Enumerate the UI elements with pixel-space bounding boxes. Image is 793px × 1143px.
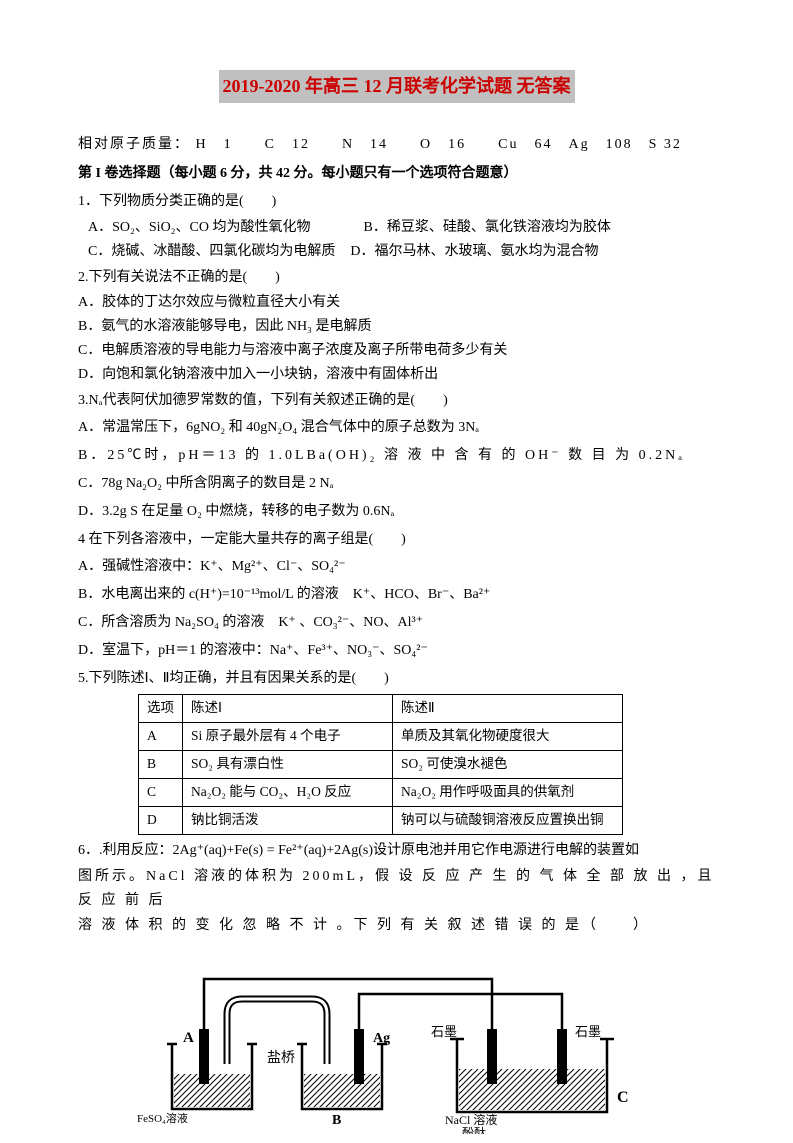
table-row: A Si 原子最外层有 4 个电子 单质及其氧化物硬度很大: [139, 723, 623, 751]
q5-table: 选项 陈述Ⅰ 陈述Ⅱ A Si 原子最外层有 4 个电子 单质及其氧化物硬度很大…: [138, 694, 623, 835]
question-5-stem: 5.下列陈述Ⅰ、Ⅱ均正确，并且有因果关系的是( ): [78, 667, 715, 691]
table-header-statement2: 陈述Ⅱ: [393, 695, 623, 723]
atomic-mass-line: 相对原子质量： H 1 C 12 N 14 O 16 Cu 64 Ag 108 …: [78, 133, 715, 157]
q4-option-a: A．强碱性溶液中：K⁺、Mg²⁺、Cl⁻、SO₄²⁻: [78, 555, 715, 579]
table-header-statement1: 陈述Ⅰ: [183, 695, 393, 723]
label-phenol: 酚酞: [462, 1125, 486, 1134]
cell: 单质及其氧化物硬度很大: [393, 723, 623, 751]
label-graphite-2: 石墨: [575, 1024, 601, 1039]
diagram-svg: A FeSO₄溶液 盐桥 Ag B 石墨 石墨 C NaCl 溶液 酚酞: [117, 944, 677, 1134]
cell: SO₂ 具有漂白性: [183, 751, 393, 779]
cell: B: [139, 751, 183, 779]
cell: A: [139, 723, 183, 751]
label-salt-bridge: 盐桥: [267, 1050, 295, 1066]
page-title: 2019-2020 年高三 12 月联考化学试题 无答案: [219, 70, 575, 103]
cell: Na₂O₂ 用作呼吸面具的供氧剂: [393, 779, 623, 807]
q2-option-c: C．电解质溶液的导电能力与溶液中离子浓度及离子所带电荷多少有关: [78, 339, 715, 363]
cell: C: [139, 779, 183, 807]
q3-option-b: B．25℃时，pH＝13 的 1.0LBa(OH)₂ 溶 液 中 含 有 的 O…: [78, 444, 715, 468]
q1-option-d: D．福尔马林、水玻璃、氨水均为混合物: [350, 244, 598, 259]
atomic-mass-label: 相对原子质量：: [78, 137, 190, 152]
q4-option-d: D．室温下，pH＝1 的溶液中：Na⁺、Fe³⁺、NO₃⁻、SO₄²⁻: [78, 639, 715, 663]
table-header-option: 选项: [139, 695, 183, 723]
q2-option-b: B．氨气的水溶液能够导电，因此 NH₃ 是电解质: [78, 315, 715, 339]
label-a: A: [183, 1030, 194, 1046]
electrolysis-diagram: A FeSO₄溶液 盐桥 Ag B 石墨 石墨 C NaCl 溶液 酚酞: [78, 944, 715, 1143]
cell: D: [139, 807, 183, 835]
cell: SO₂ 可使溴水褪色: [393, 751, 623, 779]
question-6-line2: 图所示。NaCl 溶液的体积为 200mL，假 设 反 应 产 生 的 气 体 …: [78, 865, 715, 913]
q1-option-c: C．烧碱、冰醋酸、四氯化碳均为电解质: [88, 244, 335, 259]
question-6-line1: 6．.利用反应：2Ag⁺(aq)+Fe(s) = Fe²⁺(aq)+2Ag(s)…: [78, 839, 715, 863]
question-6-line3: 溶 液 体 积 的 变 化 忽 略 不 计 。下 列 有 关 叙 述 错 误 的…: [78, 914, 715, 938]
table-row: B SO₂ 具有漂白性 SO₂ 可使溴水褪色: [139, 751, 623, 779]
table-row: 选项 陈述Ⅰ 陈述Ⅱ: [139, 695, 623, 723]
q4-option-b: B．水电离出来的 c(H⁺)=10⁻¹³mol/L 的溶液 K⁺、HCO、Br⁻…: [78, 583, 715, 607]
q4-option-c: C．所含溶质为 Na₂SO₄ 的溶液 K⁺ 、CO₃²⁻、NO、Al³⁺: [78, 611, 715, 635]
q3-option-d: D．3.2g S 在足量 O₂ 中燃烧，转移的电子数为 0.6Nₐ: [78, 500, 715, 524]
q1-option-b: B．稀豆浆、硅酸、氯化铁溶液均为胶体: [364, 220, 611, 235]
label-ag: Ag: [373, 1031, 390, 1046]
cell: 钠比铜活泼: [183, 807, 393, 835]
section-1-header: 第 I 卷选择题（每小题 6 分，共 42 分。每小题只有一个选项符合题意）: [78, 162, 715, 186]
label-b: B: [332, 1113, 341, 1128]
label-feso4: FeSO₄溶液: [137, 1111, 188, 1125]
q3-option-a: A．常温常压下，6gNO₂ 和 40gN₂O₄ 混合气体中的原子总数为 3Nₐ: [78, 416, 715, 440]
question-1-stem: 1．下列物质分类正确的是( ): [78, 190, 715, 214]
question-4-stem: 4 在下列各溶液中，一定能大量共存的离子组是( ): [78, 528, 715, 552]
q3-option-c: C．78g Na₂O₂ 中所含阴离子的数目是 2 Nₐ: [78, 472, 715, 496]
q2-option-d: D．向饱和氯化钠溶液中加入一小块钠，溶液中有固体析出: [78, 363, 715, 387]
cell: Si 原子最外层有 4 个电子: [183, 723, 393, 751]
question-3-stem: 3.Nₐ代表阿伏加德罗常数的值，下列有关叙述正确的是( ): [78, 389, 715, 413]
q1-option-a: A．SO₂、SiO₂、CO 均为酸性氧化物: [88, 220, 311, 235]
atomic-mass-values: H 1 C 12 N 14 O 16 Cu 64 Ag 108 S 32: [196, 137, 682, 152]
label-c: C: [617, 1089, 629, 1106]
question-2-stem: 2.下列有关说法不正确的是( ): [78, 266, 715, 290]
table-row: D 钠比铜活泼 钠可以与硫酸铜溶液反应置换出铜: [139, 807, 623, 835]
cell: 钠可以与硫酸铜溶液反应置换出铜: [393, 807, 623, 835]
beaker-a: A FeSO₄溶液: [137, 1029, 257, 1125]
beaker-c: 石墨 石墨 C NaCl 溶液 酚酞: [431, 1024, 629, 1134]
table-row: C Na₂O₂ 能与 CO₂、H₂O 反应 Na₂O₂ 用作呼吸面具的供氧剂: [139, 779, 623, 807]
label-nacl: NaCl 溶液: [445, 1112, 497, 1127]
q2-option-a: A．胶体的丁达尔效应与微粒直径大小有关: [78, 291, 715, 315]
cell: Na₂O₂ 能与 CO₂、H₂O 反应: [183, 779, 393, 807]
label-graphite-1: 石墨: [431, 1024, 457, 1039]
